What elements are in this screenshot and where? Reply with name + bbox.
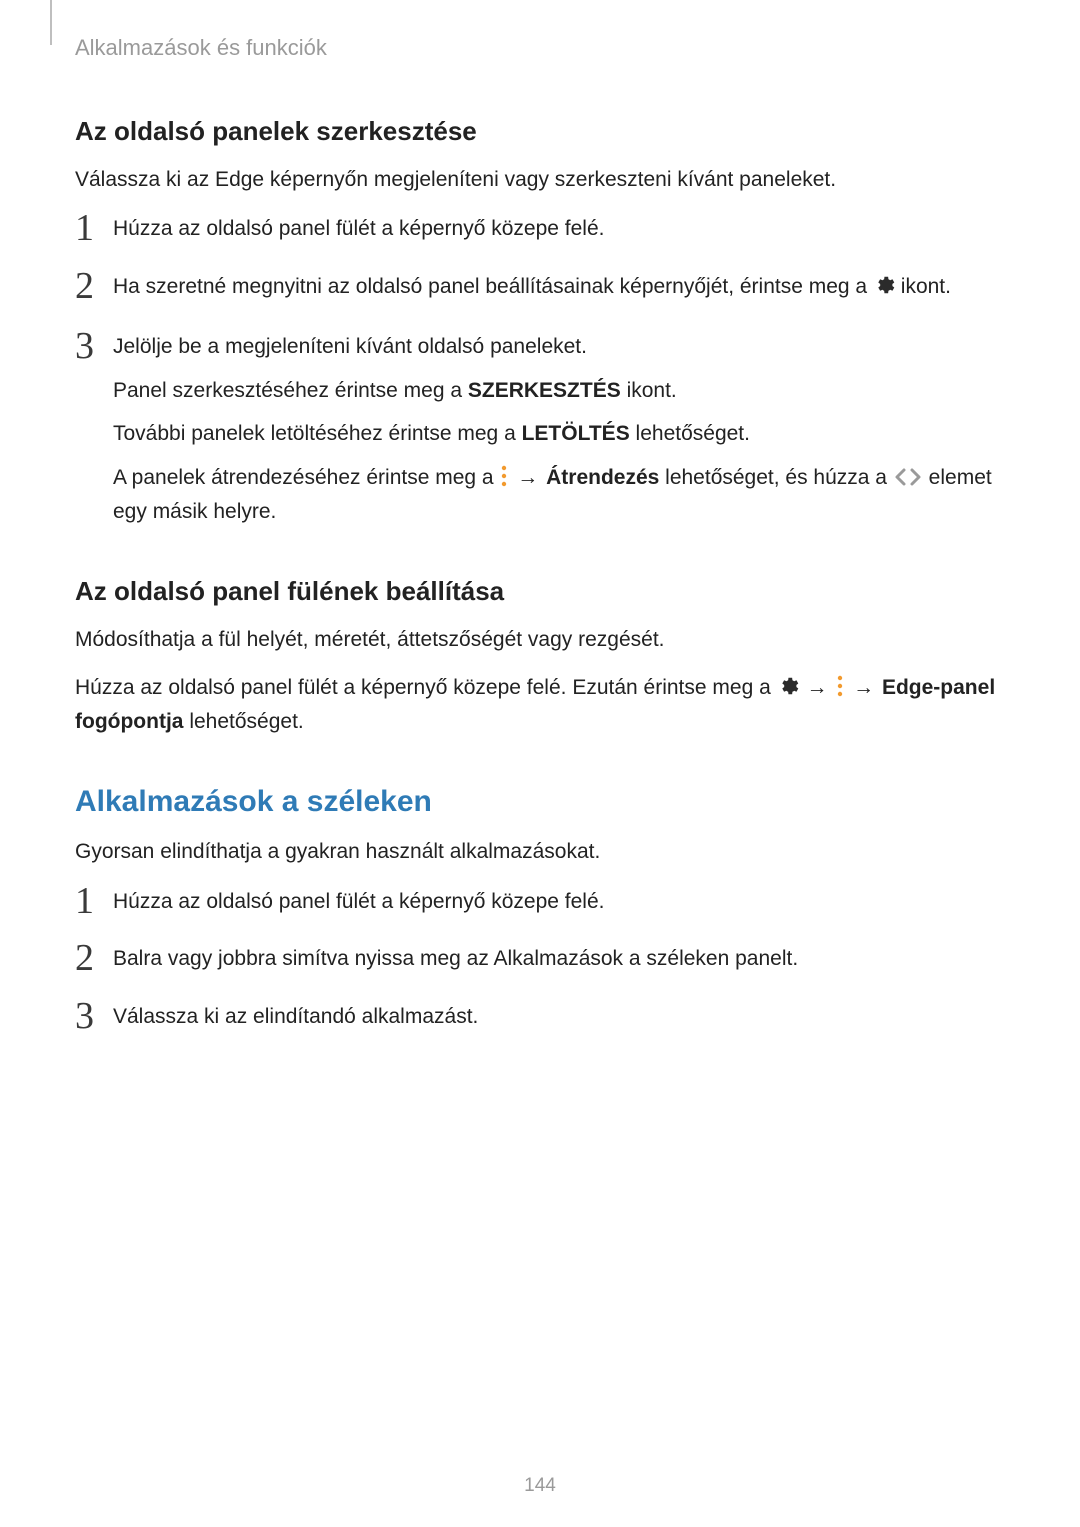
heading-handle-settings: Az oldalsó panel fülének beállítása: [75, 576, 1005, 607]
page-number: 144: [0, 1475, 1080, 1497]
step-text: Balra vagy jobbra simítva nyissa meg az …: [113, 943, 1005, 975]
step-text: Panel szerkesztéséhez érintse meg a SZER…: [113, 375, 1005, 407]
running-head: Alkalmazások és funkciók: [75, 35, 1005, 61]
step-text: Ha szeretné megnyitni az oldalsó panel b…: [113, 271, 1005, 306]
para-handle-2: Húzza az oldalsó panel fülét a képernyő …: [75, 673, 1005, 737]
step-1: 1 Húzza az oldalsó panel fülét a képerny…: [75, 213, 1005, 257]
step-body: Balra vagy jobbra simítva nyissa meg az …: [113, 943, 1005, 987]
step-3: 3 Jelölje be a megjeleníteni kívánt olda…: [75, 331, 1005, 540]
manual-page: Alkalmazások és funkciók Az oldalsó pane…: [0, 0, 1080, 1527]
text-fragment: További panelek letöltéséhez érintse meg…: [113, 422, 522, 445]
step-body: Húzza az oldalsó panel fülét a képernyő …: [113, 213, 1005, 257]
gear-icon: [777, 675, 799, 706]
step-3: 3 Válassza ki az elindítandó alkalmazást…: [75, 1001, 1005, 1045]
text-fragment: lehetőséget, és húzza a: [665, 466, 893, 489]
step-number: 3: [75, 327, 113, 365]
step-body: Jelölje be a megjeleníteni kívánt oldals…: [113, 331, 1005, 540]
step-text: Jelölje be a megjeleníteni kívánt oldals…: [113, 331, 1005, 363]
gear-icon: [873, 274, 895, 306]
intro-edit-panels: Válassza ki az Edge képernyőn megjelenít…: [75, 165, 1005, 195]
step-number: 1: [75, 209, 113, 247]
step-1: 1 Húzza az oldalsó panel fülét a képerny…: [75, 886, 1005, 930]
step-body: Húzza az oldalsó panel fülét a képernyő …: [113, 886, 1005, 930]
text-fragment: A panelek átrendezéséhez érintse meg a: [113, 466, 499, 489]
arrow-icon: →: [804, 676, 829, 699]
step-body: Válassza ki az elindítandó alkalmazást.: [113, 1001, 1005, 1045]
reorder-handle-icon: [893, 465, 923, 497]
text-fragment: ikont.: [627, 379, 677, 402]
text-fragment: lehetőséget.: [636, 422, 750, 445]
step-text: Húzza az oldalsó panel fülét a képernyő …: [113, 213, 1005, 245]
step-number: 2: [75, 939, 113, 977]
more-dots-icon: [499, 465, 509, 497]
arrow-icon: →: [851, 676, 876, 699]
steps-edit-panels: 1 Húzza az oldalsó panel fülét a képerny…: [75, 213, 1005, 540]
step-text: A panelek átrendezéséhez érintse meg a →…: [113, 462, 1005, 528]
step-text: Válassza ki az elindítandó alkalmazást.: [113, 1001, 1005, 1033]
intro-apps-edge: Gyorsan elindíthatja a gyakran használt …: [75, 837, 1005, 867]
margin-rule: [50, 0, 52, 45]
heading-apps-edge: Alkalmazások a széleken: [75, 785, 1005, 819]
steps-apps-edge: 1 Húzza az oldalsó panel fülét a képerny…: [75, 886, 1005, 1045]
bold-atrendezes: Átrendezés: [546, 466, 659, 489]
arrow-icon: →: [515, 466, 540, 489]
text-fragment: Húzza az oldalsó panel fülét a képernyő …: [75, 676, 777, 699]
step-text: Húzza az oldalsó panel fülét a képernyő …: [113, 886, 1005, 918]
step-2: 2 Balra vagy jobbra simítva nyissa meg a…: [75, 943, 1005, 987]
step-number: 2: [75, 267, 113, 305]
para-handle-1: Módosíthatja a fül helyét, méretét, átte…: [75, 625, 1005, 655]
more-dots-icon: [835, 675, 845, 706]
text-fragment: lehetőséget.: [189, 710, 303, 733]
step-body: Ha szeretné megnyitni az oldalsó panel b…: [113, 271, 1005, 318]
step-number: 3: [75, 997, 113, 1035]
text-fragment: ikont.: [901, 275, 951, 298]
heading-edit-panels: Az oldalsó panelek szerkesztése: [75, 116, 1005, 147]
bold-szerkesztes: SZERKESZTÉS: [468, 379, 621, 402]
step-2: 2 Ha szeretné megnyitni az oldalsó panel…: [75, 271, 1005, 318]
text-fragment: Ha szeretné megnyitni az oldalsó panel b…: [113, 275, 873, 298]
step-text: További panelek letöltéséhez érintse meg…: [113, 418, 1005, 450]
bold-letoltes: LETÖLTÉS: [522, 422, 630, 445]
text-fragment: Panel szerkesztéséhez érintse meg a: [113, 379, 468, 402]
step-number: 1: [75, 882, 113, 920]
